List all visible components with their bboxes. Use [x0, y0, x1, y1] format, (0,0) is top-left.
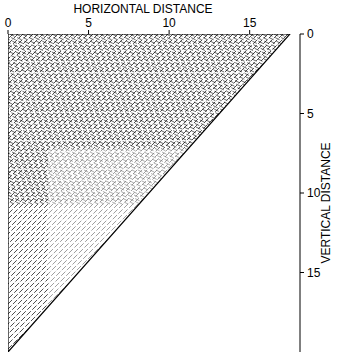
hatch-line: [268, 34, 298, 352]
y-tick-label: 5: [307, 107, 314, 121]
hatch-line: [274, 34, 298, 204]
hatch-line: [154, 34, 298, 204]
hatch-line: [183, 34, 298, 352]
hatch-line: [208, 34, 298, 352]
x-tick: [249, 30, 250, 34]
y-tick: [300, 34, 304, 35]
y-tick: [300, 193, 304, 194]
hatch-line: [203, 34, 298, 352]
hatch-line: [263, 34, 298, 352]
x-tick: [88, 30, 89, 34]
hatch-line: [133, 34, 298, 352]
hatch-line: [286, 34, 298, 204]
hatch-line: [223, 34, 298, 352]
hatch-line: [158, 34, 298, 352]
hatch-line: [226, 34, 298, 204]
hatch-line: [244, 34, 298, 204]
hatch-line: [253, 34, 298, 352]
hatch-line: [258, 34, 298, 352]
region: [8, 34, 290, 352]
hatch-line: [292, 34, 298, 204]
hatch-line: [190, 34, 298, 204]
hatch-line: [142, 34, 298, 204]
y-tick-label: 15: [307, 266, 321, 280]
texture-veil: [48, 148, 298, 352]
y-tick: [300, 272, 304, 273]
chart: 051015051015HORIZONTAL DISTANCEVERTICAL …: [0, 0, 338, 364]
hatch-line: [256, 34, 298, 204]
y-axis-title: VERTICAL DISTANCE: [319, 142, 333, 263]
x-tick-label: 10: [162, 16, 176, 30]
x-axis-title: HORIZONTAL DISTANCE: [73, 2, 212, 16]
hatch-line: [8, 34, 20, 204]
hatch-line: [148, 34, 298, 352]
hatch-line: [248, 34, 298, 352]
hatch-line: [250, 34, 298, 204]
hatch-line: [293, 34, 298, 352]
hatch-line: [173, 34, 298, 352]
x-tick-label: 5: [85, 16, 92, 30]
y-tick: [300, 113, 304, 114]
x-tick: [169, 30, 170, 34]
hatch-line: [232, 34, 298, 204]
hatch-line: [193, 34, 298, 352]
hatch-line: [243, 34, 298, 352]
hatch: [8, 34, 298, 352]
hatch-line: [168, 34, 298, 352]
hatch-line: [218, 34, 298, 352]
y-tick-label: 0: [307, 27, 314, 41]
hatch-line: [220, 34, 298, 204]
hatch-line: [202, 34, 298, 204]
hatch-line: [178, 34, 298, 204]
hatch-line: [273, 34, 298, 352]
x-tick-label: 15: [243, 16, 257, 30]
hatch-line: [208, 34, 298, 204]
hatch-line: [143, 34, 298, 352]
plot-area: [8, 34, 298, 352]
hatch-line: [268, 34, 298, 204]
hatch-line: [228, 34, 298, 352]
hatch-line: [280, 34, 298, 204]
hatch-line: [278, 34, 298, 352]
hatch-line: [196, 34, 298, 204]
hatch-line: [166, 34, 298, 204]
x-tick: [8, 30, 9, 34]
x-tick-label: 0: [5, 16, 12, 30]
hatch-line: [138, 34, 298, 352]
hatch-line: [214, 34, 298, 204]
hatch-line: [283, 34, 298, 352]
hatch-line: [288, 34, 298, 352]
